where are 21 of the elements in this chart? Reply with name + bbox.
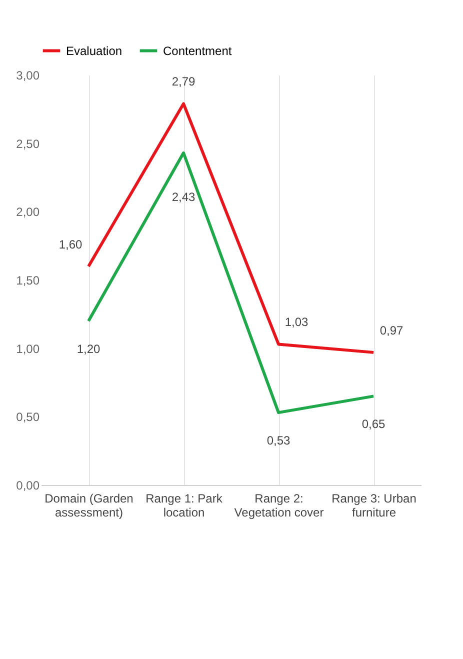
x-tick-label: Range 1: Park location xyxy=(146,492,224,520)
data-label: 0,97 xyxy=(380,323,404,338)
legend-label: Contentment xyxy=(163,44,232,58)
x-tick-label: Domain (Garden assessment) xyxy=(44,492,134,520)
data-label: 2,43 xyxy=(172,190,196,204)
y-tick-label: 1,00 xyxy=(16,342,40,356)
y-tick-label: 1,50 xyxy=(16,274,40,288)
data-label: 0,53 xyxy=(266,434,290,448)
x-tick-label: Range 2: Vegetation cover xyxy=(234,492,324,520)
y-tick-label: 0,50 xyxy=(16,410,40,424)
legend-label: Evaluation xyxy=(66,44,122,58)
data-label: 0,65 xyxy=(362,417,386,432)
y-tick-label: 3,00 xyxy=(16,68,40,82)
data-label: 1,03 xyxy=(284,315,308,330)
x-tick-label: Range 3: Urban furniture xyxy=(332,492,416,520)
y-tick-label: 2,50 xyxy=(16,136,40,151)
y-tick-label: 2,00 xyxy=(16,205,40,220)
y-tick-label: 0,00 xyxy=(16,478,40,492)
data-label: 1,20 xyxy=(76,342,100,356)
data-label: 1,60 xyxy=(58,237,82,252)
data-label: 2,79 xyxy=(172,74,196,89)
